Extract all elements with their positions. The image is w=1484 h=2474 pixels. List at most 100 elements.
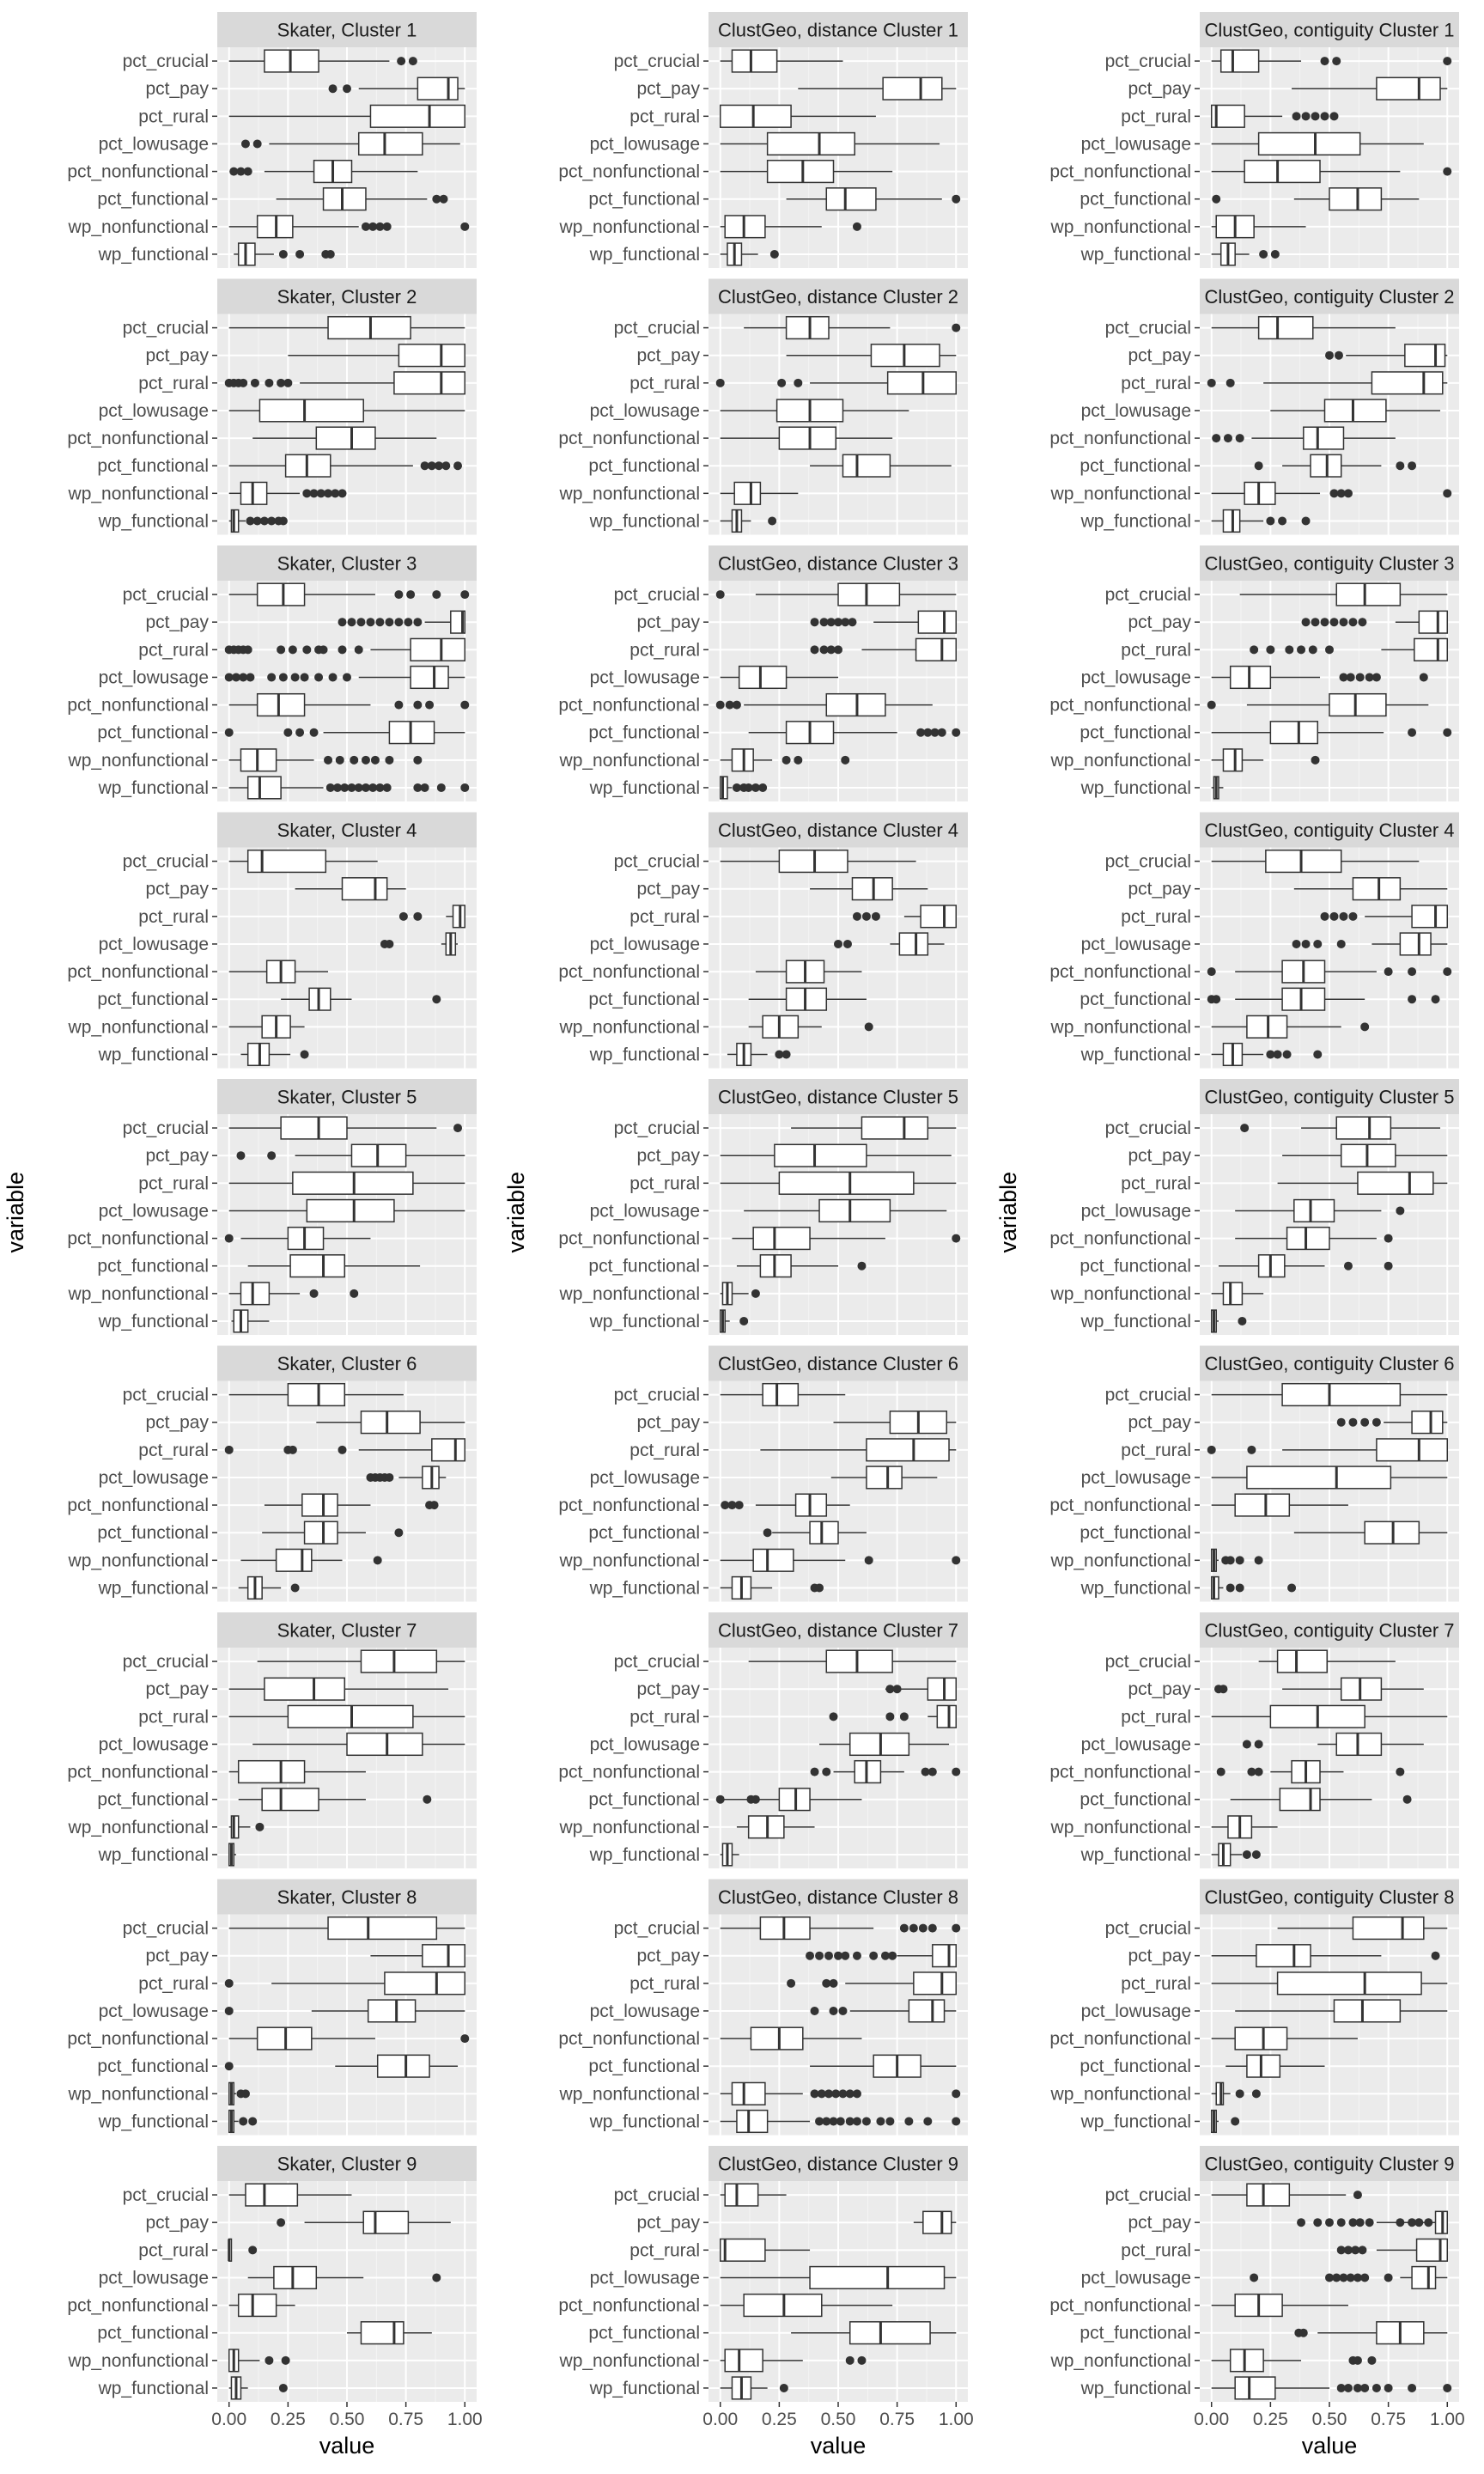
boxplot-pct_lowusage: [834, 932, 945, 956]
outlier-point: [338, 1445, 347, 1454]
facet-strip: [1200, 1079, 1459, 1114]
boxplot-pct_nonfunctional: [1216, 1759, 1405, 1784]
x-tick-label: 0.00: [1194, 2410, 1229, 2429]
box-iqr: [809, 1520, 839, 1545]
outlier-point: [739, 1316, 749, 1325]
boxplot-pct_pay: [316, 1411, 465, 1435]
outlier-point: [1311, 755, 1320, 765]
x-tick-label: 0.00: [702, 2410, 738, 2429]
panels-layer: Skater, Cluster 1 pct_crucial pct_pay pct_r…: [67, 12, 1459, 2402]
boxplot-wp_functional: [1211, 242, 1280, 266]
outlier-point: [952, 194, 961, 204]
boxplot-wp_nonfunctional: [1211, 1015, 1370, 1039]
outlier-point: [1313, 2218, 1323, 2227]
boxplot-wp_functional: [1211, 2376, 1452, 2400]
y-tick-label: wp_functional: [589, 245, 700, 265]
boxplot-pct_crucial: [720, 849, 916, 874]
y-tick-label: pct_lowusage: [590, 935, 700, 954]
outlier-point: [829, 2006, 838, 2015]
y-tick-label: pct_pay: [145, 346, 209, 366]
outlier-point: [1320, 911, 1329, 921]
outlier-point: [1313, 939, 1323, 948]
facet-strip: [709, 1079, 968, 1114]
outlier-point: [432, 194, 441, 204]
outlier-point: [328, 84, 338, 94]
boxplot-pct_crucial: [1211, 49, 1452, 73]
boxplot-pct_functional: [1293, 1520, 1448, 1545]
y-tick-label: pct_lowusage: [1081, 667, 1191, 687]
facet-strip: [217, 1879, 477, 1915]
y-tick-label: pct_crucial: [614, 1386, 700, 1405]
box-iqr: [256, 582, 306, 606]
boxplot-wp_functional: [720, 509, 777, 533]
outlier-point: [758, 783, 768, 792]
outlier-point: [1325, 645, 1334, 655]
facet-panel: ClustGeo, distance Cluster 7 pct_crucialp…: [558, 1612, 968, 1868]
outlier-point: [295, 728, 305, 737]
facet-strip-title: ClustGeo, contiguity Cluster 6: [1204, 1353, 1454, 1374]
outlier-point: [265, 2355, 274, 2365]
facet-strip: [1200, 278, 1459, 314]
outlier-point: [857, 2355, 867, 2365]
outlier-point: [871, 911, 880, 921]
x-tick-label: 1.00: [939, 2410, 974, 2429]
outlier-point: [899, 1923, 909, 1933]
y-tick-label: pct_nonfunctional: [1049, 162, 1191, 182]
boxplot-pct_pay: [1336, 1411, 1448, 1435]
y-tick-label: pct_pay: [636, 1947, 700, 1966]
facet-strip-title: Skater, Cluster 2: [277, 286, 417, 308]
y-tick-label: pct_pay: [145, 79, 209, 99]
outlier-point: [721, 1501, 730, 1510]
outlier-point: [277, 2218, 286, 2227]
box-iqr: [410, 665, 449, 690]
y-tick-label: pct_rural: [629, 1441, 700, 1460]
y-tick-label: pct_lowusage: [590, 2002, 700, 2021]
boxplot-pct_nonfunctional: [1207, 960, 1452, 984]
boxplot-wp_functional: [1210, 1309, 1247, 1333]
outlier-point: [822, 2117, 831, 2126]
outlier-point: [1336, 2218, 1346, 2227]
y-tick-label: pct_crucial: [614, 1919, 700, 1939]
box-iqr: [1281, 1382, 1402, 1407]
boxplot-wp_nonfunctional: [228, 2349, 290, 2373]
y-tick-label: pct_crucial: [1105, 2185, 1191, 2205]
y-tick-label: pct_nonfunctional: [67, 696, 209, 716]
outlier-point: [394, 618, 404, 627]
outlier-point: [1325, 2273, 1334, 2282]
outlier-point: [952, 2117, 961, 2126]
x-axis: 0.00 0.25 0.50 0.75 1.00 value: [1194, 2402, 1465, 2459]
y-tick-label: pct_pay: [145, 612, 209, 632]
y-tick-label: pct_rural: [138, 374, 209, 393]
y-tick-label: pct_crucial: [614, 2185, 700, 2205]
y-tick-label: pct_functional: [97, 456, 209, 476]
facet-strip: [1200, 545, 1459, 581]
boxplot-pct_nonfunctional: [1211, 1493, 1348, 1517]
outlier-point: [1365, 2218, 1374, 2227]
boxplot-pct_crucial: [228, 315, 465, 340]
outlier-point: [1287, 1583, 1297, 1593]
box-iqr: [1303, 426, 1345, 450]
facet-panel: Skater, Cluster 7 pct_crucial pct_pay pct_r…: [67, 1612, 477, 1868]
boxplot-pct_lowusage: [1270, 399, 1441, 423]
y-tick-label: wp_nonfunctional: [1050, 2351, 1191, 2371]
outlier-point: [861, 2117, 871, 2126]
y-tick-label: pct_lowusage: [1081, 1734, 1191, 1754]
facet-strip-title: ClustGeo, contiguity Cluster 9: [1204, 2154, 1454, 2175]
y-tick-label: wp_nonfunctional: [1050, 484, 1191, 503]
outlier-point: [810, 1767, 819, 1776]
facet-panel: ClustGeo, distance Cluster 9 pct_crucialp…: [558, 2146, 968, 2402]
outlier-point: [1339, 618, 1348, 627]
boxplot-pct_nonfunctional: [252, 426, 437, 450]
boxplot-pct_rural: [760, 1438, 957, 1462]
outlier-point: [1355, 673, 1365, 682]
y-tick-label: pct_pay: [1128, 346, 1191, 366]
box-iqr: [920, 905, 958, 929]
boxplot-pct_nonfunctional: [224, 1226, 371, 1251]
box-iqr: [1335, 582, 1402, 606]
outlier-point: [373, 1556, 382, 1565]
x-tick-label: 0.50: [1312, 2410, 1347, 2429]
y-tick-label: pct_functional: [588, 1257, 700, 1277]
outlier-point: [1346, 2273, 1355, 2282]
facet-strip: [217, 545, 477, 581]
box-iqr: [738, 665, 788, 690]
